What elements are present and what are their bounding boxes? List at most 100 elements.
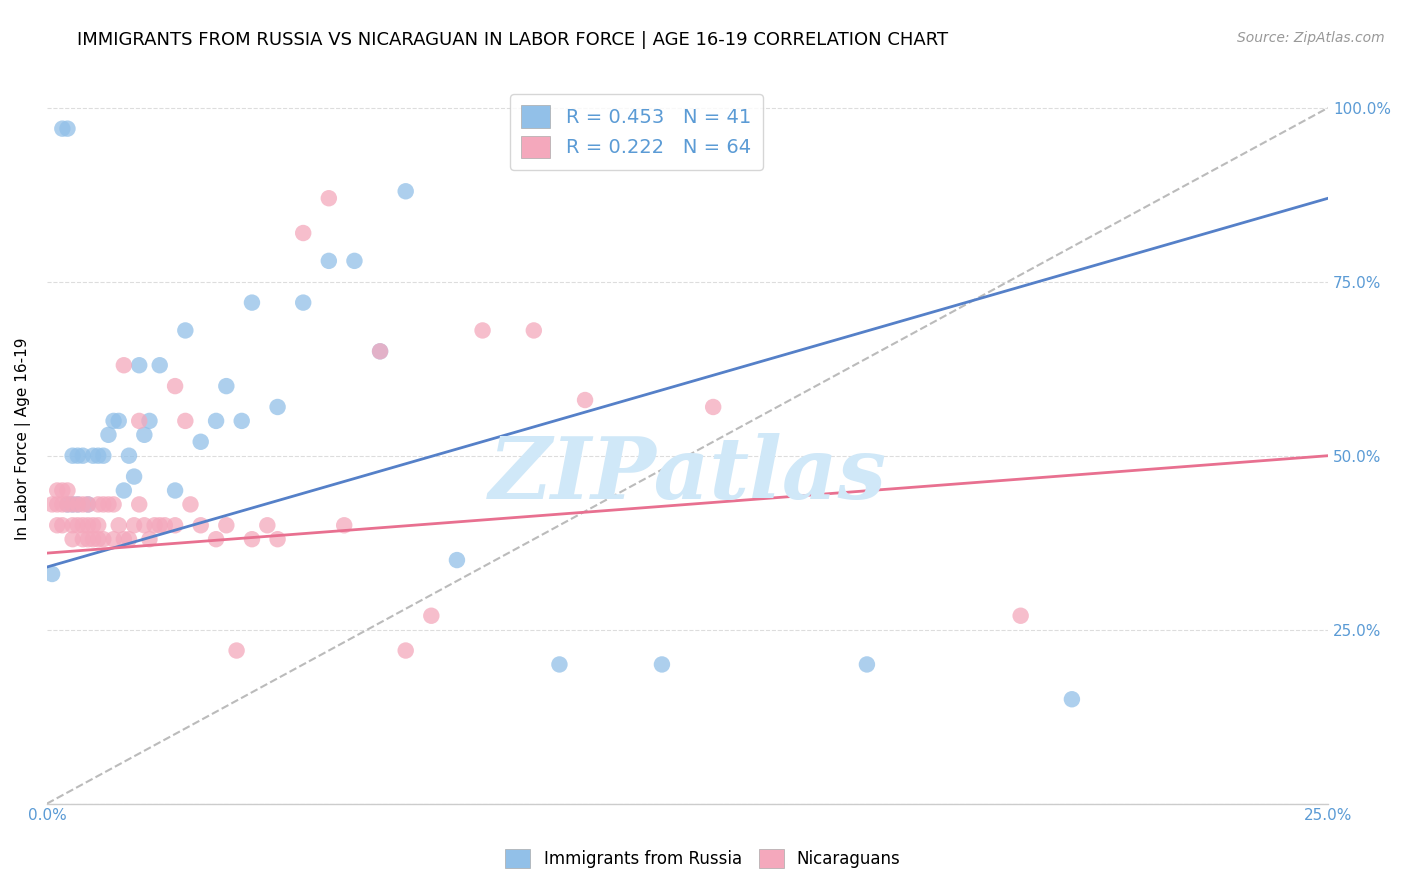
- Text: ZIPatlas: ZIPatlas: [488, 434, 887, 516]
- Point: [149, 358, 172, 372]
- Point: [87, 449, 110, 463]
- Point: [165, 483, 187, 498]
- Point: [93, 532, 115, 546]
- Point: [395, 643, 418, 657]
- Point: [548, 657, 571, 672]
- Point: [51, 121, 73, 136]
- Point: [128, 414, 150, 428]
- Point: [138, 414, 160, 428]
- Point: [138, 532, 160, 546]
- Point: [62, 497, 84, 511]
- Point: [46, 483, 69, 498]
- Point: [215, 379, 238, 393]
- Point: [87, 518, 110, 533]
- Point: [112, 532, 135, 546]
- Point: [368, 344, 391, 359]
- Text: IMMIGRANTS FROM RUSSIA VS NICARAGUAN IN LABOR FORCE | AGE 16-19 CORRELATION CHAR: IMMIGRANTS FROM RUSSIA VS NICARAGUAN IN …: [77, 31, 949, 49]
- Point: [72, 532, 94, 546]
- Point: [240, 295, 263, 310]
- Point: [62, 497, 84, 511]
- Point: [51, 497, 73, 511]
- Point: [82, 532, 104, 546]
- Point: [134, 518, 156, 533]
- Point: [66, 497, 89, 511]
- Point: [77, 497, 100, 511]
- Point: [103, 532, 125, 546]
- Point: [87, 532, 110, 546]
- Point: [205, 532, 228, 546]
- Point: [103, 414, 125, 428]
- Point: [56, 497, 79, 511]
- Point: [77, 518, 100, 533]
- Point: [41, 497, 63, 511]
- Point: [62, 532, 84, 546]
- Point: [190, 518, 212, 533]
- Text: Source: ZipAtlas.com: Source: ZipAtlas.com: [1237, 31, 1385, 45]
- Point: [174, 414, 197, 428]
- Point: [46, 497, 69, 511]
- Point: [174, 323, 197, 337]
- Point: [122, 518, 145, 533]
- Point: [112, 358, 135, 372]
- Point: [118, 449, 141, 463]
- Point: [266, 532, 288, 546]
- Point: [107, 518, 129, 533]
- Point: [1060, 692, 1083, 706]
- Point: [215, 518, 238, 533]
- Point: [128, 358, 150, 372]
- Point: [72, 449, 94, 463]
- Point: [103, 497, 125, 511]
- Point: [651, 657, 673, 672]
- Point: [395, 184, 418, 198]
- Point: [46, 518, 69, 533]
- Point: [118, 532, 141, 546]
- Point: [107, 414, 129, 428]
- Point: [56, 483, 79, 498]
- Point: [225, 643, 247, 657]
- Point: [143, 518, 166, 533]
- Point: [256, 518, 278, 533]
- Point: [471, 323, 494, 337]
- Point: [97, 497, 120, 511]
- Point: [66, 518, 89, 533]
- Point: [205, 414, 228, 428]
- Point: [66, 497, 89, 511]
- Point: [523, 323, 546, 337]
- Point: [72, 497, 94, 511]
- Point: [56, 121, 79, 136]
- Point: [292, 226, 315, 240]
- Point: [128, 497, 150, 511]
- Point: [41, 566, 63, 581]
- Point: [56, 497, 79, 511]
- Point: [93, 497, 115, 511]
- Point: [72, 518, 94, 533]
- Point: [179, 497, 201, 511]
- Point: [318, 253, 340, 268]
- Point: [87, 497, 110, 511]
- Point: [420, 608, 443, 623]
- Point: [574, 392, 596, 407]
- Point: [82, 518, 104, 533]
- Point: [149, 518, 172, 533]
- Point: [446, 553, 468, 567]
- Point: [856, 657, 879, 672]
- Point: [62, 449, 84, 463]
- Point: [1010, 608, 1032, 623]
- Point: [333, 518, 356, 533]
- Point: [318, 191, 340, 205]
- Point: [266, 400, 288, 414]
- Point: [134, 427, 156, 442]
- Point: [165, 379, 187, 393]
- Legend: R = 0.453   N = 41, R = 0.222   N = 64: R = 0.453 N = 41, R = 0.222 N = 64: [509, 94, 763, 169]
- Point: [77, 497, 100, 511]
- Point: [122, 469, 145, 483]
- Point: [702, 400, 724, 414]
- Point: [240, 532, 263, 546]
- Legend: Immigrants from Russia, Nicaraguans: Immigrants from Russia, Nicaraguans: [499, 842, 907, 875]
- Point: [62, 518, 84, 533]
- Point: [66, 449, 89, 463]
- Point: [165, 518, 187, 533]
- Point: [343, 253, 366, 268]
- Point: [82, 449, 104, 463]
- Y-axis label: In Labor Force | Age 16-19: In Labor Force | Age 16-19: [15, 337, 31, 540]
